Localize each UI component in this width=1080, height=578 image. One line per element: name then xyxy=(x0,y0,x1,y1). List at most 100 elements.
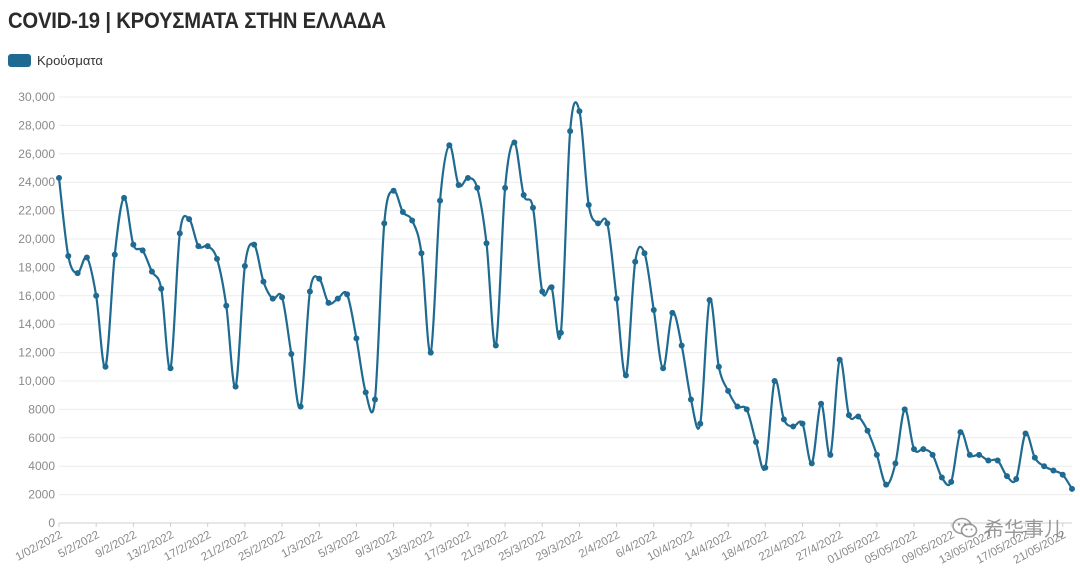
data-point xyxy=(567,128,574,135)
data-point xyxy=(557,329,564,336)
data-point xyxy=(1022,430,1029,437)
data-point xyxy=(297,403,304,410)
data-point xyxy=(1059,471,1066,478)
data-point xyxy=(232,383,239,390)
data-point xyxy=(362,389,369,396)
x-tick-label: 2/4/2022 xyxy=(577,529,622,561)
data-point xyxy=(204,243,211,250)
data-point xyxy=(409,217,416,224)
data-point xyxy=(334,295,341,302)
data-point xyxy=(650,307,657,313)
data-point xyxy=(901,406,908,413)
data-point xyxy=(1069,485,1075,492)
x-tick-label: 1/3/2022 xyxy=(279,529,324,561)
data-point xyxy=(920,446,927,453)
data-point xyxy=(139,247,146,254)
data-point xyxy=(911,446,918,453)
data-point xyxy=(418,250,425,257)
data-point xyxy=(632,258,639,265)
data-point xyxy=(976,451,983,458)
data-point xyxy=(111,251,118,258)
data-point xyxy=(158,285,165,292)
watermark-text: 希华事儿 xyxy=(984,519,1064,541)
data-point xyxy=(678,342,685,349)
data-point xyxy=(176,230,183,237)
data-point xyxy=(753,439,760,446)
y-tick-label: 10,000 xyxy=(18,374,55,388)
y-tick-label: 18,000 xyxy=(18,260,55,274)
series-line xyxy=(57,101,1073,490)
data-point xyxy=(195,243,202,250)
data-point xyxy=(613,295,620,302)
data-point xyxy=(325,299,332,306)
data-point xyxy=(762,464,769,471)
data-point xyxy=(929,451,936,458)
data-point xyxy=(344,291,351,298)
data-point xyxy=(948,478,955,485)
data-point xyxy=(864,427,871,434)
data-point xyxy=(539,288,546,295)
data-point xyxy=(306,288,313,295)
data-point xyxy=(808,460,815,467)
data-point xyxy=(464,174,471,181)
data-point xyxy=(520,191,527,198)
data-point xyxy=(93,292,100,299)
data-point xyxy=(780,416,787,423)
wechat-icon xyxy=(952,517,978,539)
data-point xyxy=(595,220,602,227)
data-point xyxy=(799,420,806,427)
y-tick-label: 22,000 xyxy=(18,204,55,218)
data-point xyxy=(483,240,490,247)
data-point xyxy=(223,302,230,309)
data-point xyxy=(585,201,592,208)
data-point xyxy=(836,356,843,363)
y-tick-label: 12,000 xyxy=(18,346,55,360)
data-point xyxy=(687,396,694,403)
data-point xyxy=(576,108,583,115)
x-tick-label: 5/2/2022 xyxy=(56,529,101,561)
data-point xyxy=(148,268,155,275)
data-point xyxy=(706,297,713,304)
x-tick-label: 1/02/2022 xyxy=(14,529,65,564)
series-points xyxy=(56,108,1075,492)
data-point xyxy=(994,457,1001,464)
y-tick-label: 14,000 xyxy=(18,317,55,331)
y-tick-label: 0 xyxy=(48,516,55,530)
chart-title: COVID-19 | ΚΡΟΥΣΜΑΤΑ ΣΤΗΝ ΕΛΛΑΔΑ xyxy=(8,8,386,33)
y-tick-label: 4000 xyxy=(28,459,55,473)
data-point xyxy=(883,481,890,488)
data-point xyxy=(725,387,732,394)
y-tick-label: 24,000 xyxy=(18,175,55,189)
data-point xyxy=(827,451,834,458)
data-point xyxy=(845,412,852,419)
data-point xyxy=(743,406,750,413)
data-point xyxy=(892,460,899,467)
x-axis-ticks: 1/02/20225/2/20229/2/202213/2/202217/2/2… xyxy=(14,529,1069,567)
data-point xyxy=(957,429,964,436)
data-point xyxy=(130,241,137,248)
data-point xyxy=(818,400,825,407)
data-point xyxy=(260,278,267,285)
watermark: 希华事儿 xyxy=(952,513,1064,542)
data-point xyxy=(715,363,722,370)
y-tick-label: 2000 xyxy=(28,488,55,502)
legend[interactable]: Κρούσματα xyxy=(8,53,103,68)
data-point xyxy=(353,335,360,342)
legend-swatch xyxy=(8,54,31,67)
data-point xyxy=(1003,473,1010,480)
data-point xyxy=(102,363,109,370)
data-point xyxy=(502,184,509,191)
data-point xyxy=(455,182,462,189)
y-tick-label: 16,000 xyxy=(18,289,55,303)
legend-label: Κρούσματα xyxy=(37,53,103,68)
data-point xyxy=(437,197,444,204)
data-point xyxy=(74,270,81,277)
y-tick-label: 30,000 xyxy=(18,90,55,104)
data-point xyxy=(474,184,481,191)
data-point xyxy=(390,187,397,194)
data-point xyxy=(1031,454,1038,461)
data-point xyxy=(966,451,973,458)
data-point xyxy=(548,284,555,291)
data-point xyxy=(985,457,992,464)
